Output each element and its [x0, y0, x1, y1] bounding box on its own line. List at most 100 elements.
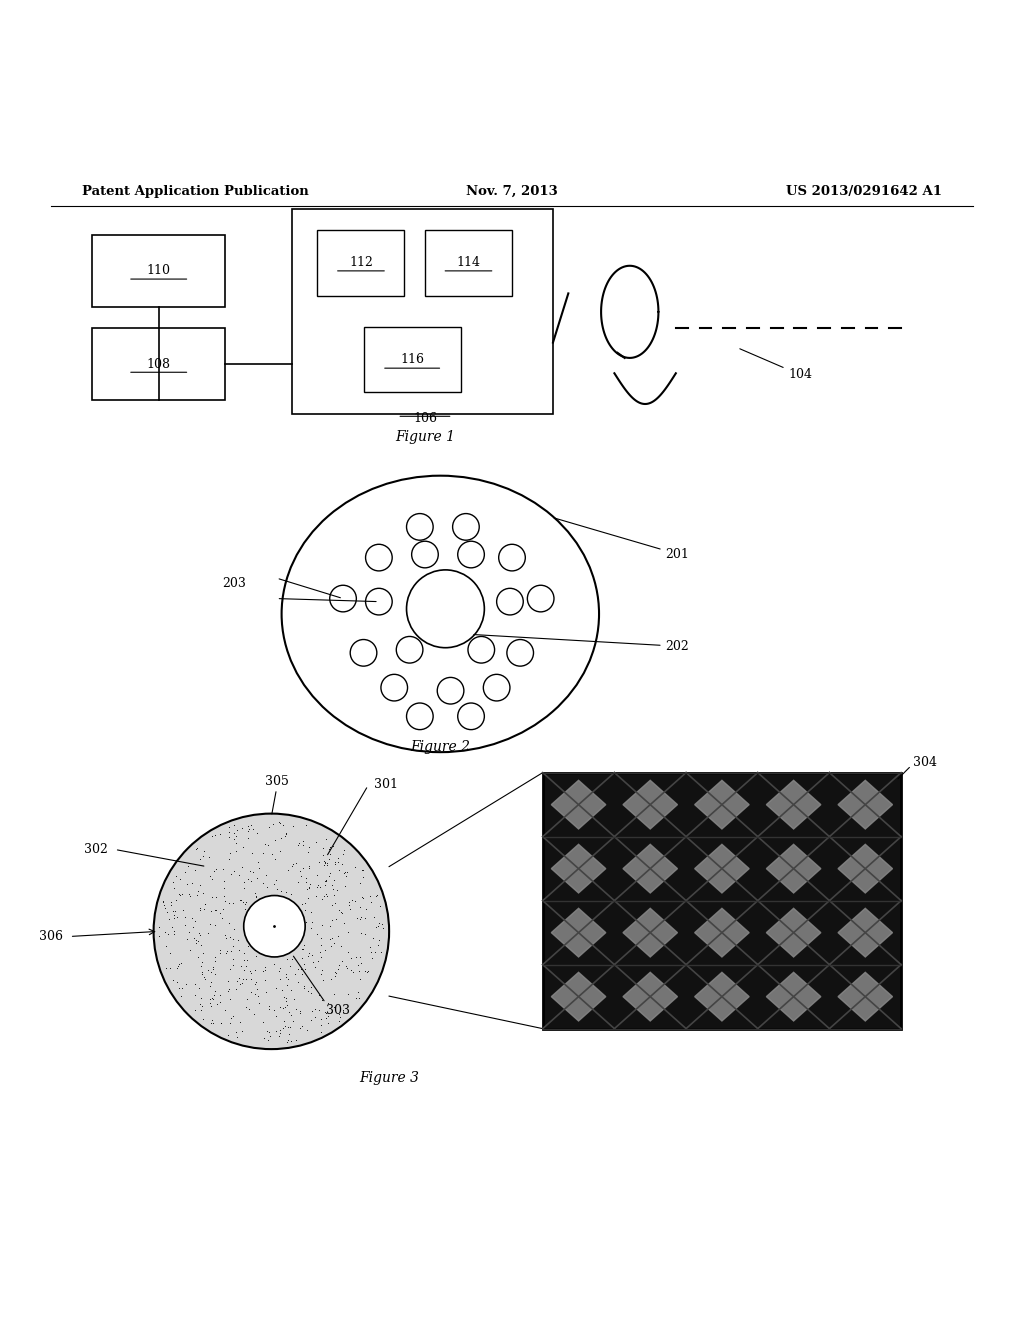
Point [366, 907, 382, 928]
Point [373, 941, 389, 962]
Point [167, 900, 183, 921]
Point [340, 983, 356, 1005]
Point [222, 1012, 239, 1034]
Point [311, 1001, 328, 1022]
Point [329, 879, 345, 900]
Point [279, 995, 295, 1016]
Circle shape [499, 544, 525, 572]
Point [196, 966, 212, 987]
Point [280, 859, 296, 880]
Point [310, 851, 327, 873]
Point [172, 869, 188, 890]
Point [279, 966, 295, 987]
Point [231, 973, 248, 994]
Point [282, 1016, 298, 1038]
Point [236, 968, 252, 989]
Point [372, 896, 388, 917]
Point [248, 946, 264, 968]
Point [274, 998, 291, 1019]
Point [279, 964, 295, 985]
Point [355, 859, 372, 880]
Point [249, 867, 265, 888]
Point [374, 913, 390, 935]
Point [282, 956, 298, 977]
Circle shape [244, 895, 305, 957]
Point [243, 962, 259, 983]
Point [323, 1002, 339, 1023]
Point [260, 834, 276, 855]
Point [158, 936, 174, 957]
Point [248, 972, 264, 993]
Polygon shape [623, 780, 678, 829]
Point [171, 883, 187, 904]
Point [298, 878, 314, 899]
Point [221, 927, 238, 948]
Point [317, 884, 334, 906]
Point [244, 982, 260, 1003]
Point [194, 995, 210, 1016]
Point [221, 826, 238, 847]
Point [359, 961, 376, 982]
Point [317, 851, 334, 873]
Point [207, 950, 223, 972]
Point [238, 997, 254, 1018]
Point [356, 924, 373, 945]
Point [317, 1001, 334, 1022]
Point [242, 900, 258, 921]
Circle shape [527, 585, 554, 612]
Point [228, 970, 245, 991]
Point [326, 932, 342, 953]
Point [350, 954, 367, 975]
Point [266, 953, 283, 974]
Point [326, 997, 342, 1018]
Point [243, 969, 259, 990]
Point [212, 824, 228, 845]
Point [191, 993, 208, 1014]
Point [165, 969, 181, 990]
Point [253, 902, 269, 923]
Point [368, 886, 384, 907]
Point [314, 845, 331, 866]
Point [317, 1002, 334, 1023]
Point [260, 1030, 276, 1051]
Point [297, 900, 313, 921]
Point [261, 998, 278, 1019]
Point [331, 1005, 347, 1026]
Point [233, 956, 250, 977]
Point [230, 929, 247, 950]
Text: 201: 201 [554, 517, 689, 561]
Point [341, 895, 357, 916]
Point [225, 814, 242, 836]
Point [311, 985, 328, 1006]
Point [223, 863, 240, 884]
Point [207, 915, 223, 936]
Point [287, 928, 303, 949]
Point [245, 818, 261, 840]
Point [300, 888, 316, 909]
Point [172, 985, 188, 1006]
FancyBboxPatch shape [317, 230, 404, 297]
Point [344, 890, 360, 911]
Point [203, 961, 219, 982]
Point [319, 1012, 336, 1034]
Point [351, 946, 368, 968]
Point [224, 936, 241, 957]
Point [256, 913, 272, 935]
Point [317, 870, 334, 891]
Point [247, 974, 263, 995]
Point [354, 887, 371, 908]
Point [239, 916, 255, 937]
Point [272, 969, 289, 990]
Point [301, 855, 317, 876]
Point [187, 929, 204, 950]
Point [290, 958, 306, 979]
Point [297, 892, 313, 913]
Point [348, 946, 365, 968]
Point [298, 1019, 314, 1040]
Point [337, 861, 353, 882]
Point [346, 855, 362, 876]
Point [290, 834, 306, 855]
Point [250, 851, 266, 873]
Point [312, 935, 329, 956]
Point [272, 826, 289, 847]
